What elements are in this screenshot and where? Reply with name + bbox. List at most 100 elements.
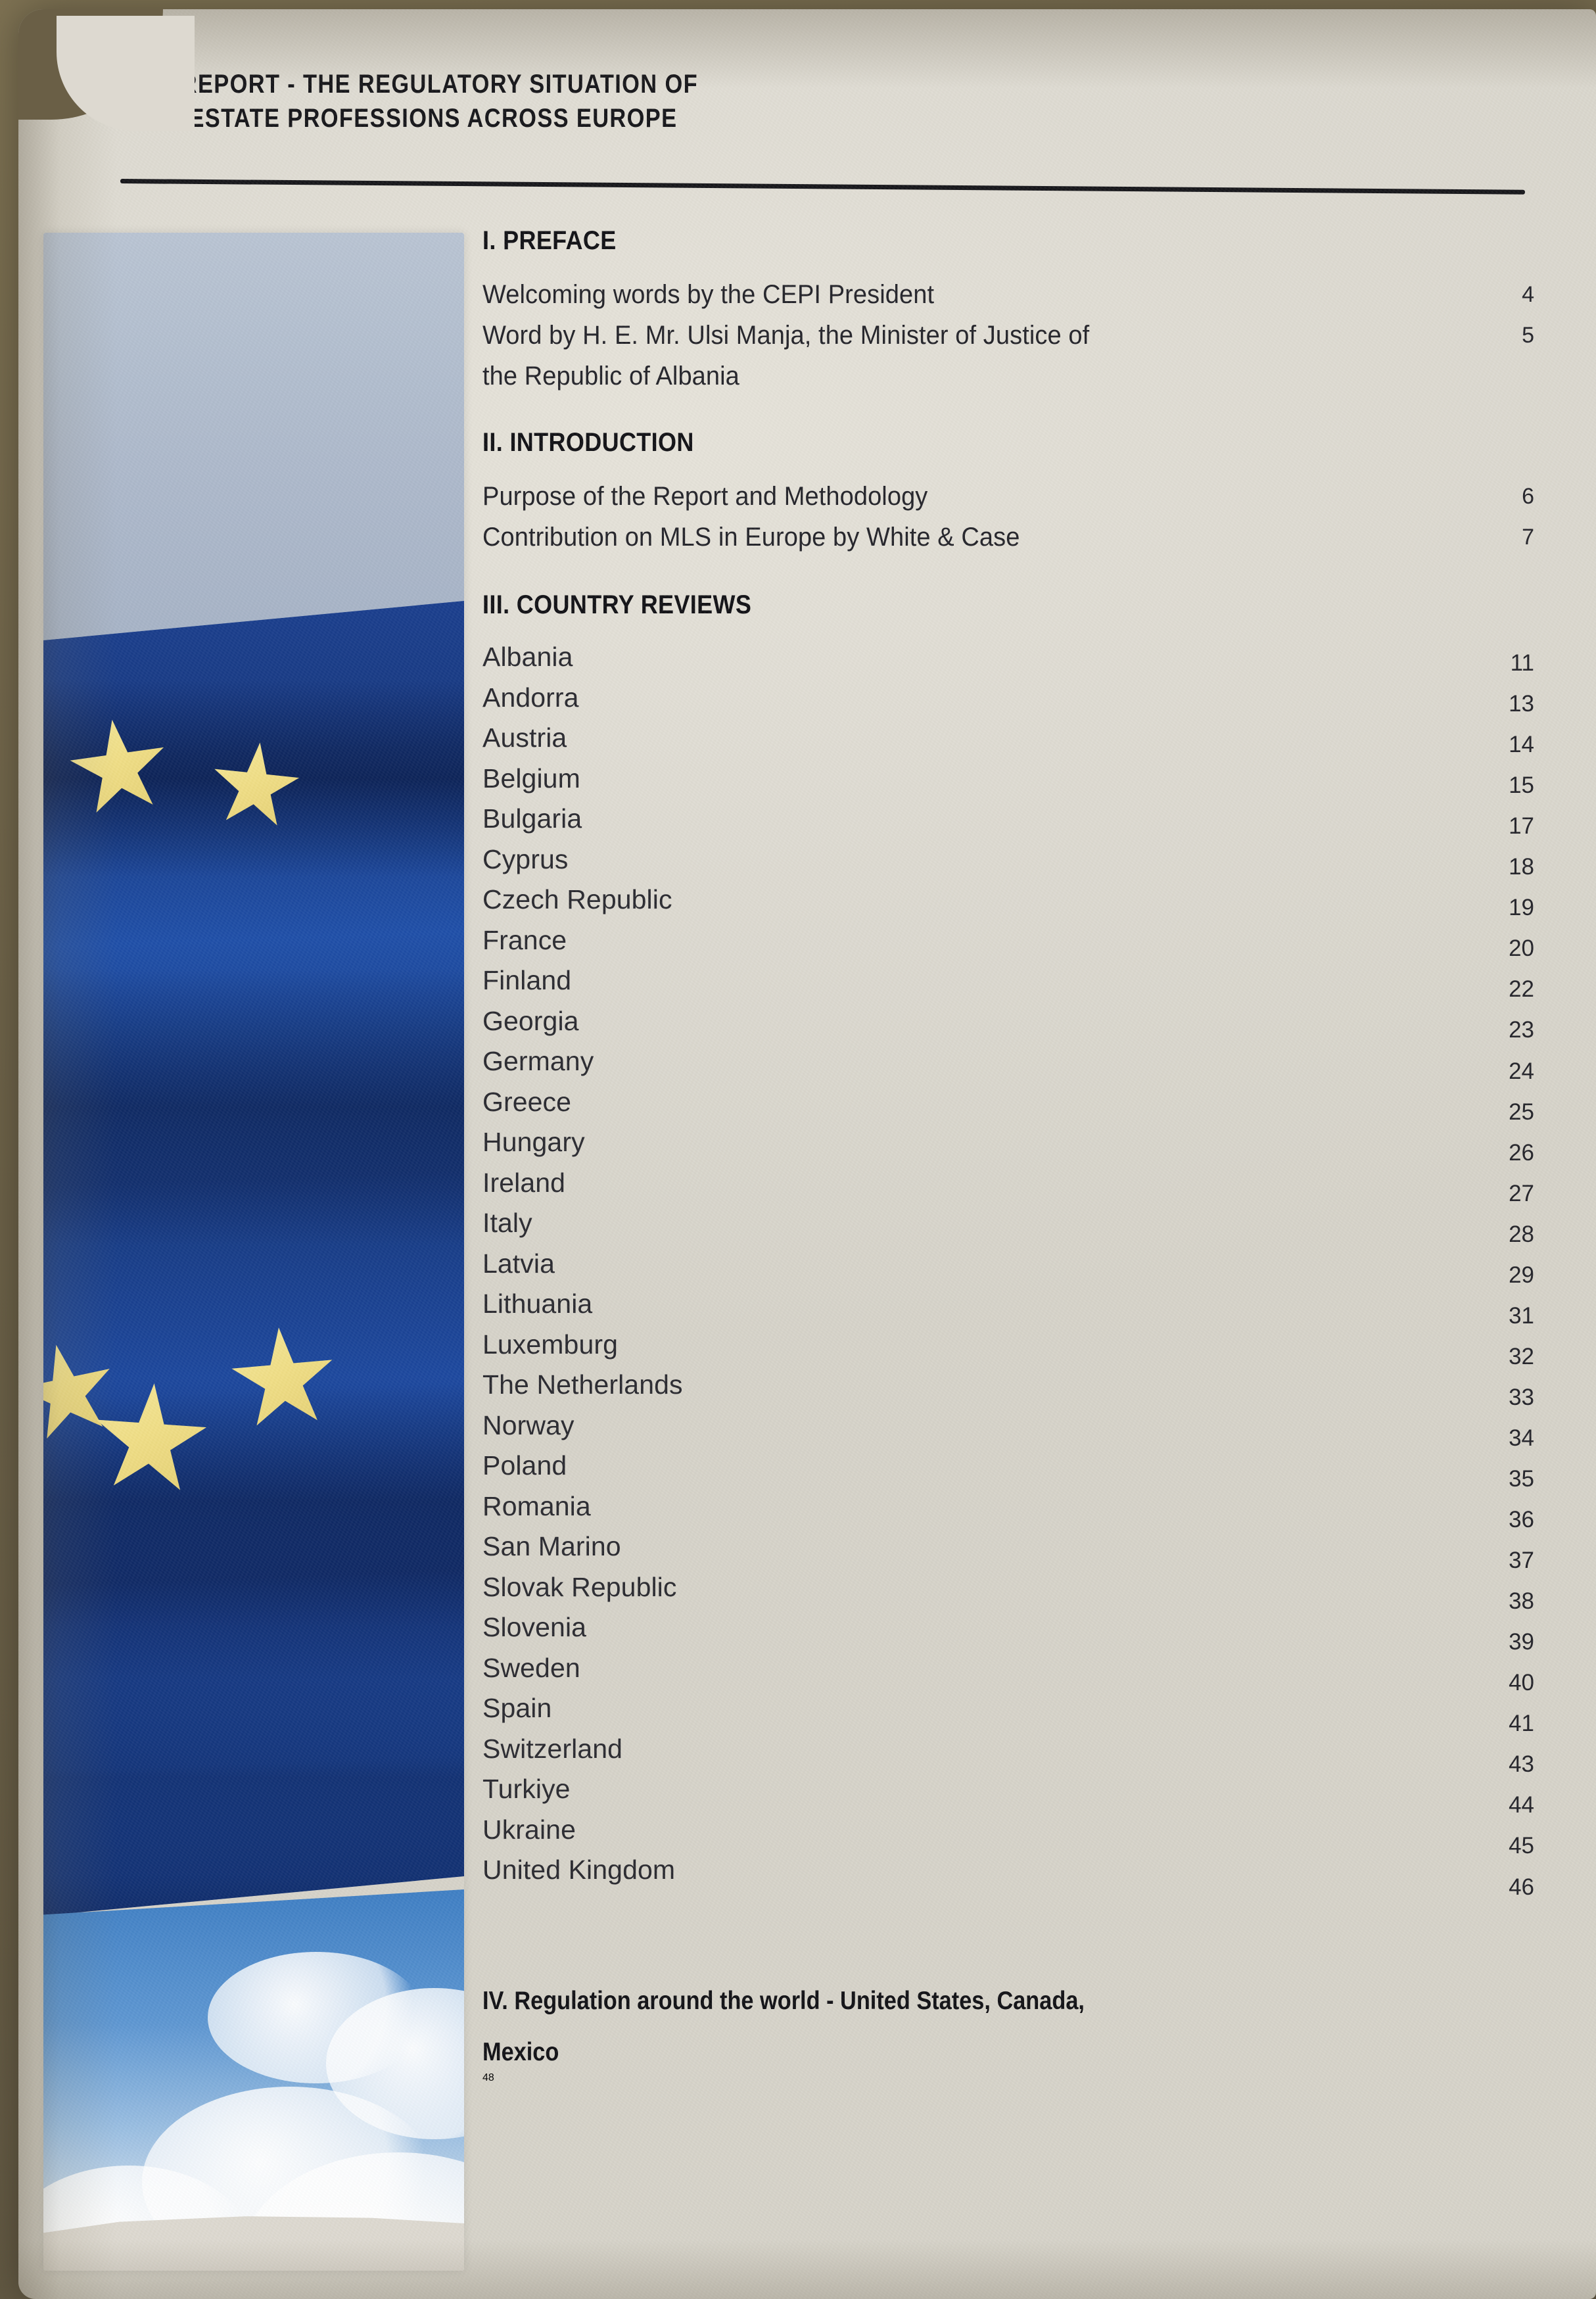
- toc-entry[interactable]: Albania 11: [482, 644, 1534, 684]
- toc-entry-label: Purpose of the Report and Methodology: [482, 482, 928, 511]
- toc-entry-label: Finland: [482, 965, 572, 995]
- toc-entry[interactable]: Word by H. E. Mr. Ulsi Manja, the Minist…: [482, 319, 1534, 360]
- toc-entry[interactable]: France 20: [482, 924, 1534, 968]
- toc-entry-label: Belgium: [482, 763, 580, 794]
- toc-entry-page: 35: [1509, 1466, 1534, 1492]
- toc-entry-page: 14: [1509, 732, 1534, 758]
- toc-entry[interactable]: Slovak Republic 38: [482, 1573, 1534, 1614]
- introduction-entries: Purpose of the Report and Methodology 6 …: [482, 480, 1534, 561]
- toc-entry[interactable]: San Marino 37: [482, 1533, 1534, 1574]
- toc-entry-page: 39: [1509, 1629, 1534, 1655]
- toc-entry-label: Greece: [482, 1086, 572, 1117]
- toc-entry[interactable]: Finland 22: [482, 967, 1534, 1008]
- toc-entry[interactable]: Welcoming words by the CEPI President 4: [482, 278, 1534, 319]
- header-divider: [120, 179, 1525, 195]
- toc-entry-label: Austria: [482, 723, 567, 753]
- toc-entry-page: 44: [1509, 1792, 1534, 1818]
- toc-entry-page: 43: [1509, 1751, 1534, 1778]
- toc-entry-label: Welcoming words by the CEPI President: [482, 280, 935, 309]
- photo-eu-flag: [43, 601, 464, 1916]
- toc-entry-page: 24: [1509, 1058, 1534, 1084]
- european-union-flag-photo: [43, 233, 464, 2271]
- toc-entry[interactable]: Romania 36: [482, 1492, 1534, 1534]
- toc-entry[interactable]: Belgium 15: [482, 765, 1534, 806]
- toc-entry[interactable]: Purpose of the Report and Methodology 6: [482, 480, 1534, 521]
- toc-entry-label: Ukraine: [482, 1814, 576, 1845]
- toc-entry[interactable]: Italy 28: [482, 1210, 1534, 1250]
- toc-entry-page: 23: [1509, 1017, 1534, 1043]
- toc-entry-label: Cyprus: [482, 843, 569, 874]
- toc-entry[interactable]: Slovenia 39: [482, 1614, 1534, 1655]
- page-top-shadow: [18, 9, 1596, 88]
- toc-entry[interactable]: Bulgaria 17: [482, 805, 1534, 846]
- toc-entry[interactable]: Ukraine 45: [482, 1814, 1534, 1859]
- toc-entry[interactable]: Ireland 27: [482, 1169, 1534, 1210]
- toc-entry-label: San Marino: [482, 1531, 621, 1561]
- toc-entry[interactable]: Lithuania 31: [482, 1291, 1534, 1331]
- page-header: CEPI REPORT - THE REGULATORY SITUATION O…: [117, 67, 1037, 135]
- toc-entry-page: 11: [1510, 650, 1534, 676]
- toc-entry[interactable]: Greece 25: [482, 1086, 1534, 1129]
- toc-entry-label: Hungary: [482, 1127, 585, 1157]
- toc-entry[interactable]: The Netherlands 33: [482, 1371, 1534, 1412]
- toc-entry-label: Poland: [482, 1450, 567, 1481]
- page-bottom-shadow: [18, 2240, 1596, 2299]
- toc-entry-label: The Netherlands: [482, 1369, 683, 1400]
- toc-entry-label: Slovenia: [482, 1612, 587, 1642]
- toc-entry[interactable]: Luxemburg 32: [482, 1331, 1534, 1372]
- toc-entry-page: 32: [1509, 1343, 1534, 1369]
- toc-entry-page: 5: [1522, 323, 1534, 348]
- toc-entry[interactable]: Spain 41: [482, 1693, 1534, 1737]
- toc-entry[interactable]: Austria 14: [482, 724, 1534, 765]
- toc-entry[interactable]: Germany 24: [482, 1048, 1534, 1089]
- toc-entry[interactable]: Cyprus 18: [482, 843, 1534, 887]
- toc-entry-label: Norway: [482, 1410, 575, 1440]
- toc-entry-page: 15: [1509, 772, 1534, 799]
- toc-entry-page: 45: [1509, 1833, 1534, 1859]
- toc-entry-page: 22: [1509, 976, 1534, 1003]
- toc-entry-label: Contribution on MLS in Europe by White &…: [482, 523, 1020, 552]
- country-list: Albania 11 Andorra 13 Austria 14 Belgium 15 Bulg…: [482, 644, 1534, 1900]
- toc-entry[interactable]: Poland 35: [482, 1452, 1534, 1493]
- toc-entry[interactable]: Norway 34: [482, 1410, 1534, 1453]
- toc-entry-page: 34: [1509, 1425, 1534, 1451]
- toc-entry-label: France: [482, 924, 567, 955]
- toc-entry-label: Bulgaria: [482, 803, 582, 834]
- toc-entry[interactable]: Czech Republic 19: [482, 886, 1534, 927]
- section-four-page: 48: [482, 2072, 494, 2084]
- section-heading-introduction: II. INTRODUCTION: [482, 428, 694, 457]
- toc-entry-continuation[interactable]: the Republic of Albania: [482, 360, 1534, 400]
- toc-entry[interactable]: Latvia 29: [482, 1250, 1534, 1291]
- toc-entry-page: 17: [1509, 813, 1534, 840]
- toc-entry-label: Georgia: [482, 1005, 579, 1036]
- toc-entry[interactable]: Turkiye 44: [482, 1774, 1534, 1818]
- photo-sky-upper: [43, 233, 464, 653]
- toc-entry[interactable]: Switzerland 43: [482, 1735, 1534, 1778]
- toc-entry[interactable]: Contribution on MLS in Europe by White &…: [482, 521, 1534, 561]
- toc-entry-page: 36: [1509, 1507, 1534, 1533]
- toc-entry[interactable]: Hungary 26: [482, 1129, 1534, 1170]
- toc-entry-page: 19: [1509, 895, 1534, 921]
- preface-entries: Welcoming words by the CEPI President 4 …: [482, 278, 1534, 400]
- toc-entry-label: Albania: [482, 642, 573, 672]
- toc-entry-label: Spain: [482, 1693, 552, 1723]
- section-four-line-1: IV. Regulation around the world - United…: [482, 1986, 1085, 2015]
- toc-entry-page: 33: [1509, 1384, 1534, 1410]
- toc-entry[interactable]: Georgia 23: [482, 1005, 1534, 1049]
- toc-entry-page: 31: [1509, 1302, 1534, 1329]
- page-gutter-shadow: [18, 9, 117, 2299]
- toc-entry[interactable]: Andorra 13: [482, 684, 1534, 725]
- toc-entry-label: Italy: [482, 1208, 532, 1238]
- toc-entry-page: 41: [1509, 1711, 1534, 1737]
- toc-entry[interactable]: United Kingdom 46: [482, 1857, 1534, 1900]
- toc-entry-label: Andorra: [482, 682, 579, 713]
- header-line-1: CEPI REPORT - THE REGULATORY SITUATION O…: [117, 67, 908, 101]
- toc-entry-label: the Republic of Albania: [482, 362, 739, 391]
- toc-entry-page: 27: [1509, 1180, 1534, 1206]
- toc-entry[interactable]: Sweden 40: [482, 1654, 1534, 1695]
- toc-entry-label: Turkiye: [482, 1774, 571, 1804]
- toc-entry-page: 46: [1509, 1874, 1534, 1900]
- section-heading-preface: I. PREFACE: [482, 226, 617, 255]
- section-four[interactable]: IV. Regulation around the world - United…: [482, 1981, 1534, 2085]
- toc-entry-page: 20: [1509, 936, 1534, 962]
